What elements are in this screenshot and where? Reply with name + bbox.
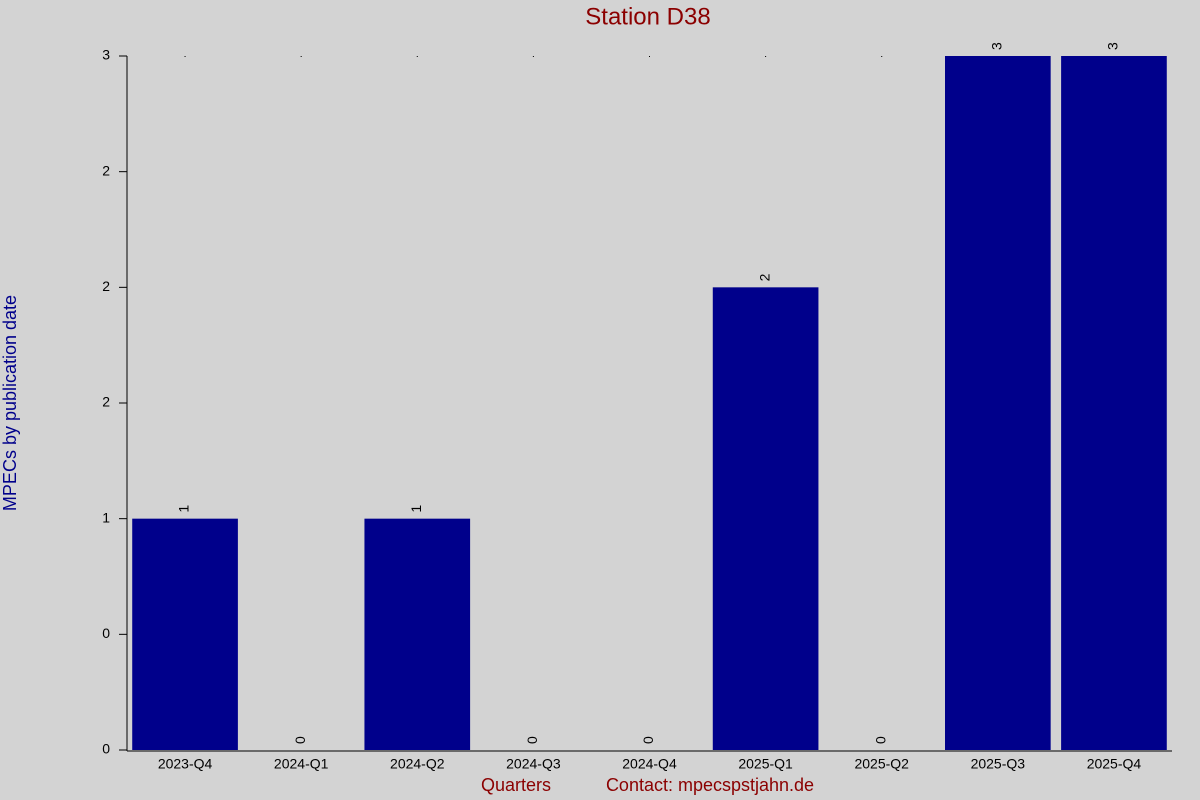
x-tick-label: 2024-Q1	[274, 756, 329, 772]
y-axis-label: MPECs by publication date	[0, 295, 20, 511]
x-tick-label: 2023-Q4	[158, 756, 213, 772]
bar	[132, 518, 238, 750]
y-tick-label: 2	[102, 162, 110, 178]
bar	[1061, 56, 1167, 750]
x-tick-label: 2025-Q1	[738, 756, 793, 772]
chart-title: Station D38	[585, 3, 710, 30]
y-tick-label: 2	[102, 278, 110, 294]
x-tick-label: 2024-Q4	[622, 756, 677, 772]
value-label: 0	[292, 736, 308, 744]
value-label: 0	[872, 736, 888, 744]
contact: Contact: mpecspstjahn.de	[606, 775, 814, 795]
x-tick-label: 2025-Q3	[971, 756, 1026, 772]
x-tick-label: 2024-Q3	[506, 756, 561, 772]
value-label: 1	[176, 505, 192, 513]
y-tick-label: 1	[102, 509, 110, 525]
x-axis-label: Quarters	[481, 775, 551, 795]
y-tick-label: 0	[102, 741, 110, 757]
x-tick-label: 2025-Q2	[854, 756, 909, 772]
x-tick-label: 2025-Q4	[1087, 756, 1142, 772]
bar	[712, 287, 819, 750]
y-tick-label: 3	[102, 47, 110, 63]
bar	[364, 518, 471, 750]
value-label: 3	[1105, 42, 1121, 50]
value-label: 0	[524, 736, 540, 744]
value-label: 0	[640, 736, 656, 744]
y-tick-label: 0	[102, 625, 110, 641]
value-label: 1	[408, 505, 424, 513]
y-tick-label: 2	[102, 394, 110, 410]
value-label: 3	[989, 42, 1005, 50]
bar	[945, 56, 1051, 750]
value-label: 2	[756, 273, 772, 281]
x-tick-label: 2024-Q2	[390, 756, 445, 772]
